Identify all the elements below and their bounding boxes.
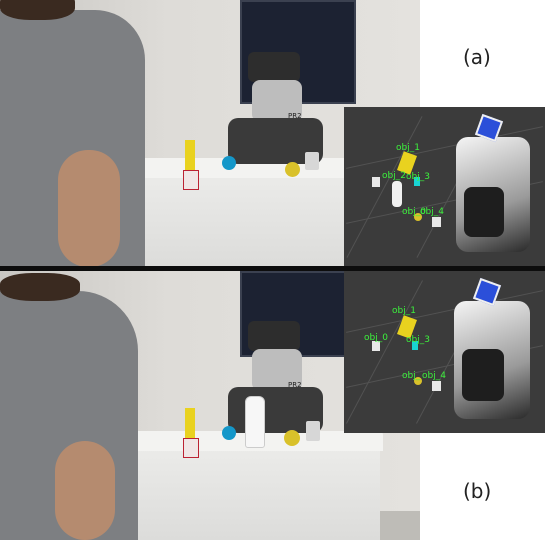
yellow-block (185, 140, 195, 170)
person-hair (0, 273, 80, 301)
object-label: obj_4 (422, 371, 446, 381)
object-label: obj_1 (392, 306, 416, 316)
panel-label: (a) (463, 45, 491, 69)
rviz-view: obj_1 obj_2 obj_3 obj_0 obj_4 (344, 107, 545, 267)
yellow-ball (285, 162, 300, 177)
rviz-white-cylinder (392, 181, 402, 207)
panel-b: PR2 obj_1 obj_0 obj_3 obj_ obj_4 (b) (0, 271, 545, 540)
grid-line (346, 280, 423, 424)
object-label: obj_2 (382, 171, 406, 181)
bottle (245, 396, 265, 448)
small-box (183, 438, 199, 458)
object-label: obj_3 (406, 172, 430, 182)
object-label: obj_ (402, 371, 420, 381)
robot-badge: PR2 (288, 381, 302, 389)
rviz-white-cup-2 (432, 217, 441, 227)
robot-head (248, 52, 300, 82)
grid-line (347, 116, 423, 258)
rviz-robot-gripper (464, 187, 504, 237)
person-arm (55, 441, 115, 540)
yellow-block (185, 408, 195, 438)
person-hair (0, 0, 75, 20)
rviz-white-cup-2 (432, 381, 441, 391)
yellow-ball (284, 430, 300, 446)
rviz-robot-gripper (462, 349, 504, 401)
small-box (183, 170, 199, 190)
panel-a: PR2 obj_1 obj_2 obj_3 obj_0 obj_4 (a) (0, 0, 545, 267)
person (0, 271, 160, 540)
object-label: obj_4 (420, 207, 444, 217)
person-arm (58, 150, 120, 267)
robot-badge: PR2 (288, 112, 302, 120)
object-label: obj_0 (364, 333, 388, 343)
object-label: obj_1 (396, 143, 420, 153)
cup (305, 152, 319, 170)
blue-ball (222, 426, 236, 440)
panel-label: (b) (463, 479, 491, 503)
rviz-white-cup (372, 177, 380, 187)
robot-head (248, 321, 300, 351)
object-label: obj_3 (406, 335, 430, 345)
tablecloth (130, 170, 345, 267)
blue-ball (222, 156, 236, 170)
person (0, 0, 160, 267)
rviz-view: obj_1 obj_0 obj_3 obj_ obj_4 (344, 271, 545, 433)
cup (306, 421, 320, 441)
